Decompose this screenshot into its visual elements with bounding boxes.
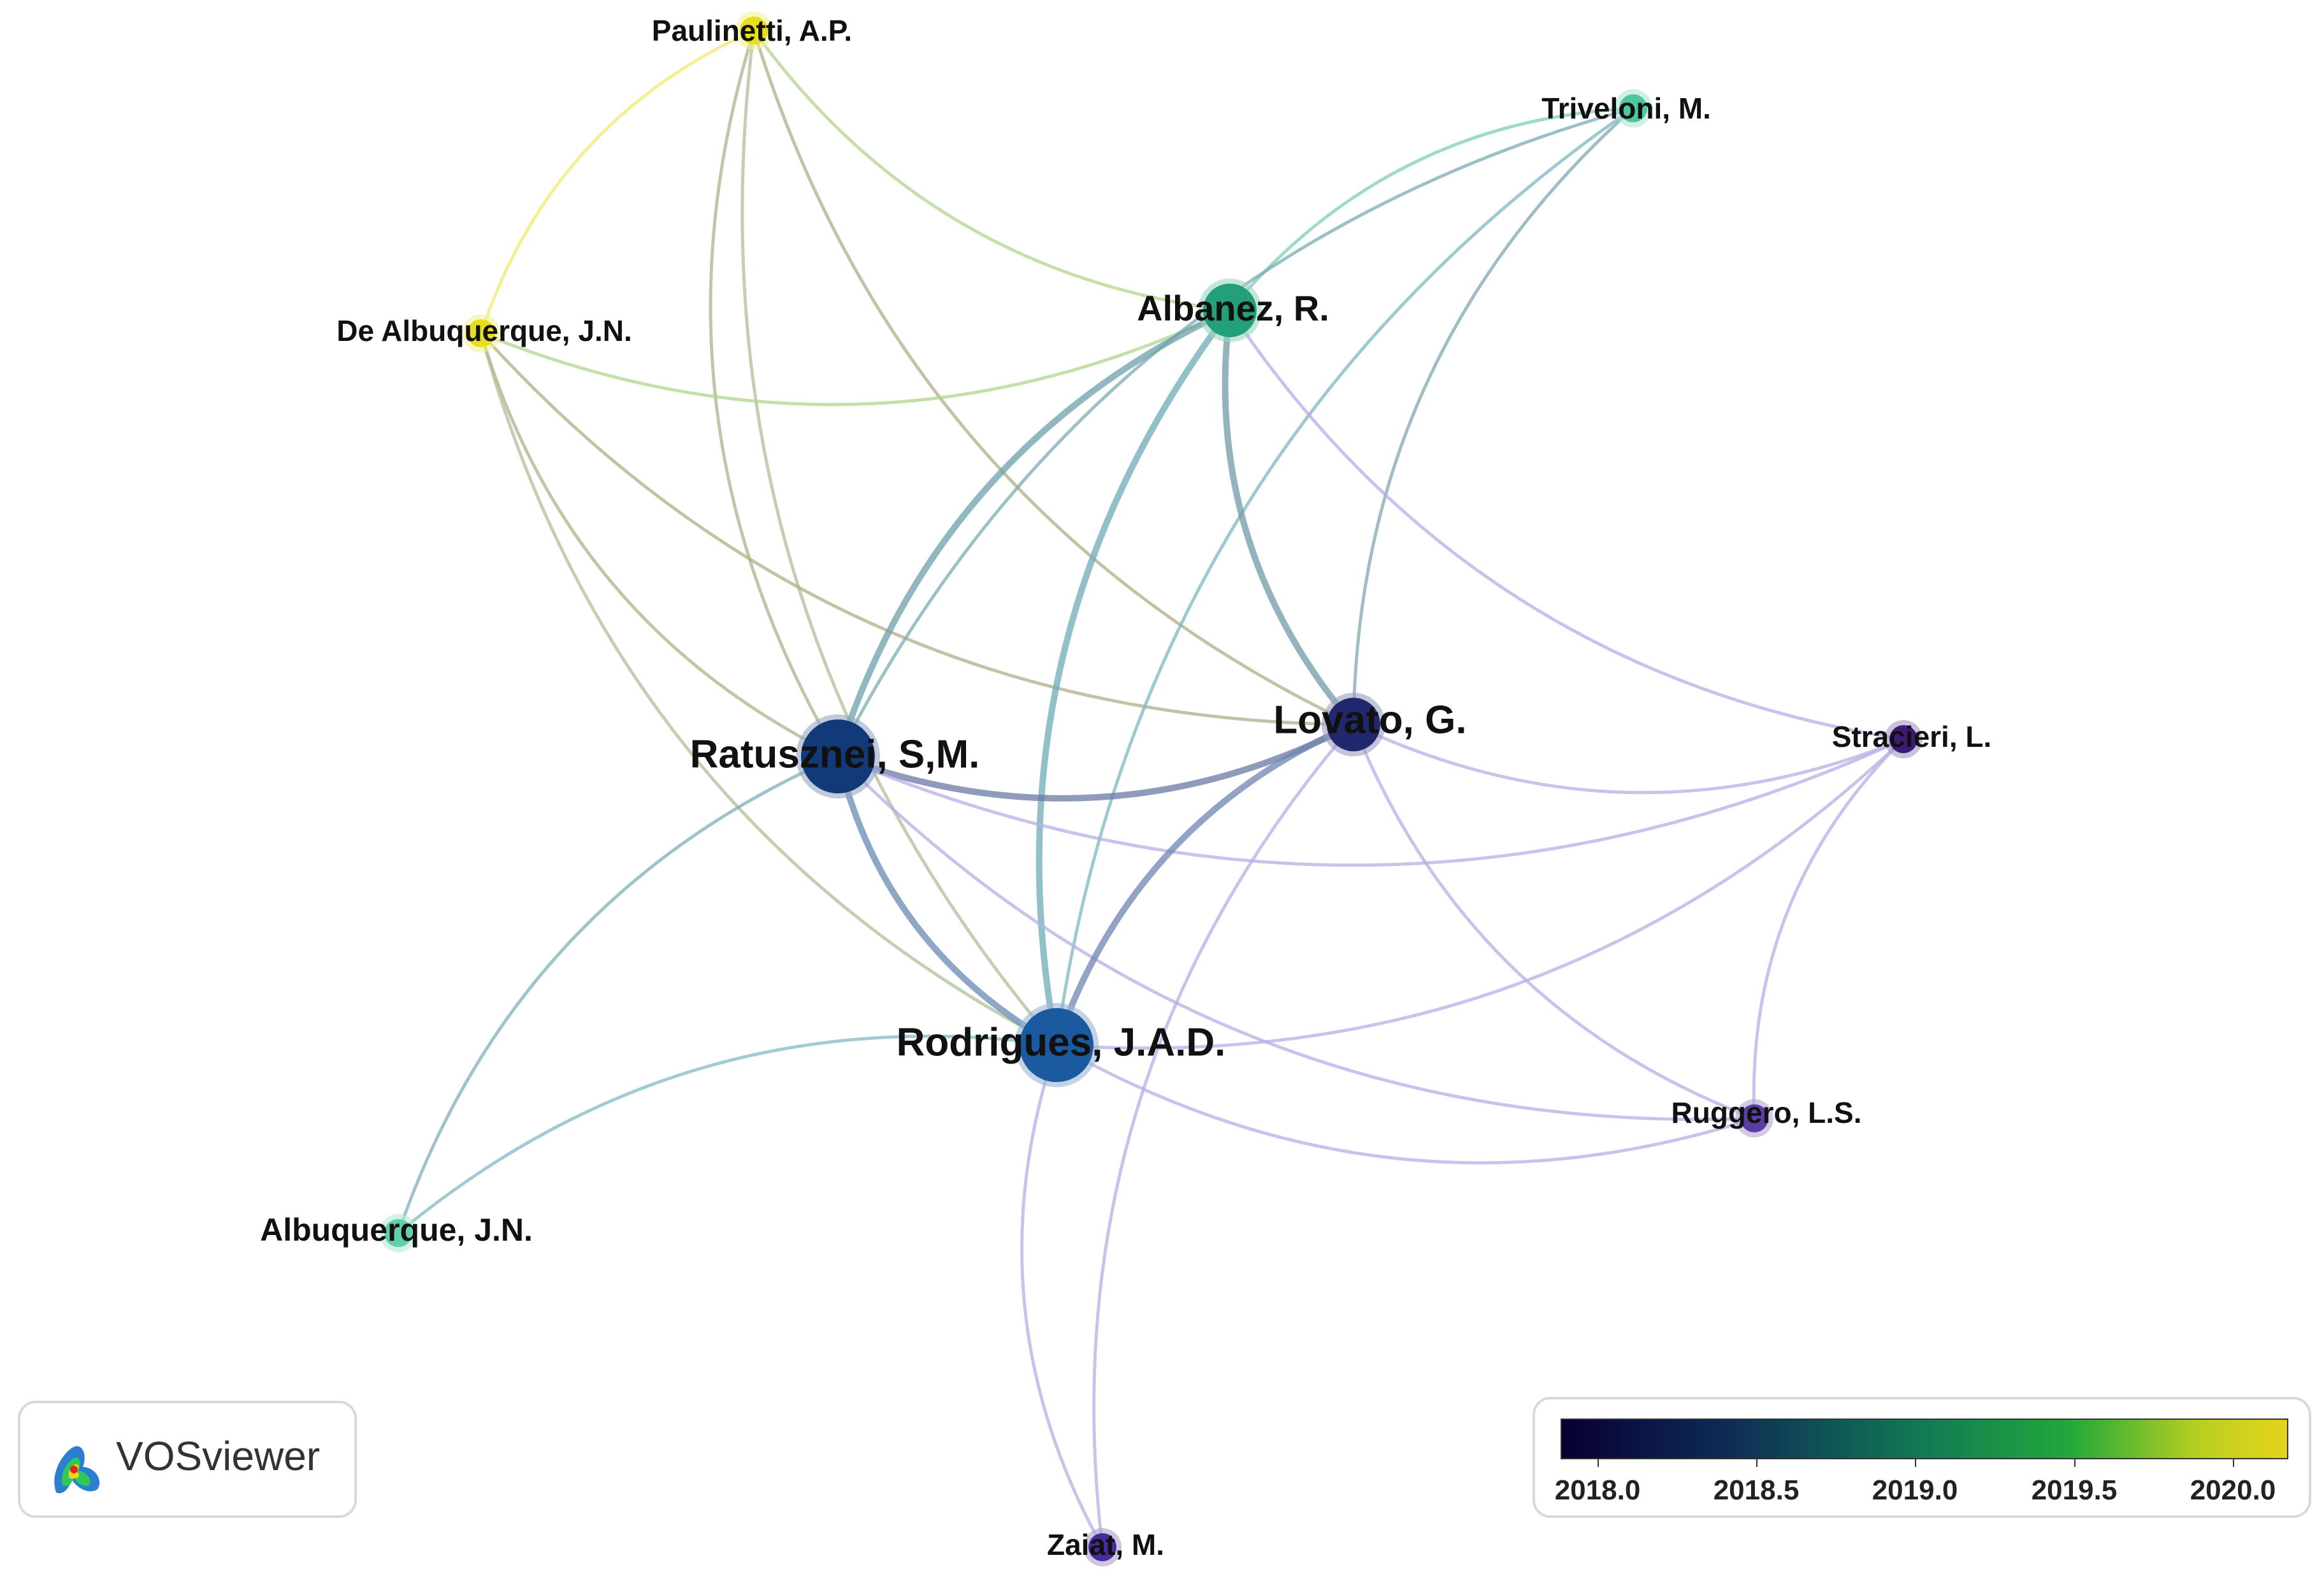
- node-stracieri[interactable]: [1889, 725, 1917, 753]
- node-label-albanez: Albanez, R.: [1137, 288, 1329, 328]
- link-triveloni-rodrigues: [1055, 106, 1635, 1046]
- link-ratusznei-lovato: [837, 721, 1355, 802]
- link-paulinetti-rodrigues: [740, 30, 1058, 1046]
- link-dealbuquerque-lovato: [480, 332, 1354, 726]
- node-dealbuquerque[interactable]: [467, 319, 495, 347]
- link-stracieri-ruggero: [1752, 738, 1905, 1119]
- node-rodrigues[interactable]: [1020, 1008, 1093, 1082]
- legend-label: 2020.0: [2190, 1475, 2276, 1506]
- legend-label: 2019.0: [1872, 1475, 1958, 1506]
- node-paulinetti[interactable]: [740, 17, 768, 45]
- legend-tick: [2074, 1459, 2075, 1467]
- link-paulinetti-dealbuquerque: [479, 29, 755, 334]
- link-rodrigues-stracieri: [1056, 738, 1905, 1050]
- node-ratusznei[interactable]: [801, 719, 875, 793]
- node-label-zaiat: Zaiat, M.: [1047, 1528, 1164, 1561]
- vosviewer-logo-text: VOSviewer: [116, 1433, 321, 1479]
- link-ratusznei-stracieri: [837, 737, 1905, 867]
- node-label-stracieri: Stracieri, L.: [1832, 720, 1992, 753]
- link-ratusznei-ruggero: [837, 755, 1755, 1122]
- node-layer: [379, 11, 1923, 1566]
- node-zaiat[interactable]: [1088, 1533, 1116, 1561]
- link-ratusznei-rodrigues: [835, 755, 1058, 1048]
- link-lovato-rodrigues: [1053, 721, 1355, 1046]
- link-rodrigues-zaiat: [1020, 1044, 1104, 1549]
- legend-tick: [1915, 1459, 1916, 1467]
- legend-label: 2019.5: [2031, 1475, 2118, 1506]
- vosviewer-logo-icon: [54, 1446, 100, 1494]
- node-label-dealbuquerque: De Albuquerque, J.N.: [336, 314, 632, 347]
- link-albanez-rodrigues: [1036, 308, 1232, 1046]
- link-ratusznei-albuquerque: [396, 755, 839, 1234]
- vosviewer-logo: VOSviewer: [18, 1401, 357, 1518]
- color-scale-ticks: [1561, 1459, 2288, 1468]
- link-lovato-stracieri: [1352, 723, 1904, 795]
- link-lovato-zaiat: [1092, 723, 1355, 1548]
- legend-label: 2018.0: [1554, 1475, 1641, 1506]
- link-dealbuquerque-albanez: [480, 308, 1231, 407]
- node-lovato[interactable]: [1327, 698, 1380, 751]
- node-triveloni[interactable]: [1619, 94, 1647, 122]
- node-label-ratusznei: Ratusznei, S,M.: [690, 732, 980, 776]
- link-paulinetti-ratusznei: [709, 30, 840, 758]
- link-rodrigues-albuquerque: [397, 1034, 1057, 1234]
- link-layer: [396, 29, 1905, 1549]
- link-triveloni-lovato: [1352, 107, 1635, 725]
- label-layer: Paulinetti, A.P. Triveloni, M. Albanez, R.…: [260, 14, 1991, 1561]
- link-albanez-lovato: [1222, 310, 1356, 727]
- link-albanez-ratusznei: [835, 307, 1232, 758]
- node-ruggero[interactable]: [1740, 1104, 1768, 1132]
- node-label-triveloni: Triveloni, M.: [1541, 92, 1711, 125]
- node-label-lovato: Lovato, G.: [1273, 698, 1466, 742]
- node-albuquerque[interactable]: [384, 1219, 412, 1247]
- link-dealbuquerque-ratusznei: [479, 333, 839, 758]
- link-triveloni-albanez: [1229, 106, 1634, 312]
- node-label-paulinetti: Paulinetti, A.P.: [652, 14, 852, 47]
- legend-tick: [2233, 1459, 2234, 1467]
- legend-label: 2018.5: [1713, 1475, 1800, 1506]
- node-label-ruggero: Ruggero, L.S.: [1671, 1096, 1862, 1129]
- link-paulinetti-lovato: [752, 30, 1355, 726]
- link-paulinetti-albanez: [752, 29, 1231, 312]
- link-dealbuquerque-rodrigues: [479, 333, 1058, 1047]
- link-rodrigues-ruggero: [1055, 1043, 1755, 1165]
- node-label-albuquerque: Albuquerque, J.N.: [260, 1212, 533, 1248]
- legend-tick: [1756, 1459, 1757, 1467]
- color-scale-bar: [1561, 1419, 2288, 1459]
- node-label-rodrigues: Rodrigues, J.A.D.: [897, 1020, 1226, 1064]
- legend-tick: [1598, 1459, 1599, 1467]
- link-lovato-ruggero: [1352, 724, 1755, 1120]
- link-albanez-stracieri: [1228, 309, 1904, 741]
- color-scale-legend: 2018.0 2018.5 2019.0 2019.5 2020.0: [1533, 1397, 2311, 1518]
- node-albanez[interactable]: [1203, 284, 1257, 337]
